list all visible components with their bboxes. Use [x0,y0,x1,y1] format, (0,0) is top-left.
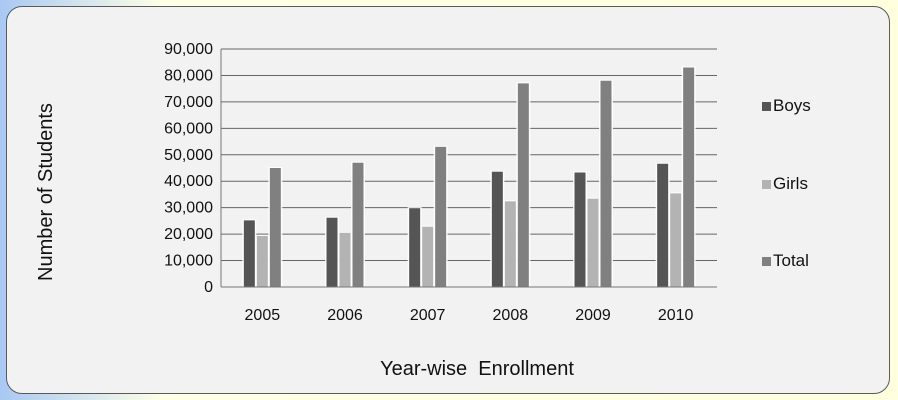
legend-label-total: Total [773,251,809,270]
y-tick-label: 80,000 [164,67,213,84]
bars [242,66,696,287]
y-tick-label: 40,000 [164,173,213,190]
x-tick-label: 2007 [410,307,446,324]
bar-total-2007 [435,146,447,287]
bar-total-2009 [600,80,612,287]
y-tick-label: 20,000 [164,226,213,243]
x-tick-label: 2005 [245,307,281,324]
chart-frame [6,6,890,394]
y-tick-label: 90,000 [164,41,213,58]
legend-swatch-boys [762,102,771,111]
bar-boys-2006 [326,217,338,287]
bar-total-2005 [269,168,281,287]
legend-label-boys: Boys [773,96,811,115]
bar-boys-2005 [243,220,255,287]
y-tick-label: 0 [204,279,213,296]
x-tick-label: 2008 [493,307,529,324]
y-tick-label: 60,000 [164,120,213,137]
bar-total-2010 [683,67,695,287]
bar-girls-2007 [422,226,434,287]
bar-girls-2008 [504,201,516,287]
bar-total-2008 [517,83,529,287]
x-tick-label: 2009 [575,307,611,324]
bar-total-2006 [352,162,364,287]
legend-swatch-girls [762,180,771,189]
bar-boys-2008 [491,171,503,287]
bar-boys-2010 [657,163,669,287]
y-tick-label: 50,000 [164,147,213,164]
x-tick-label: 2006 [327,307,363,324]
bar-girls-2010 [670,193,682,287]
y-axis-tick-labels: 0 10,000 20,000 30,000 40,000 50,000 60,000 70,… [164,41,213,296]
gridlines [221,48,717,262]
x-axis-title: Year-wise Enrollment [380,358,574,380]
y-tick-label: 70,000 [164,94,213,111]
y-axis-title: Number of Students [35,103,57,281]
x-tick-label: 2010 [658,307,694,324]
bar-boys-2009 [574,172,586,287]
bar-girls-2006 [339,232,351,287]
legend-label-girls: Girls [773,174,808,193]
legend-swatch-total [762,257,771,266]
bar-girls-2009 [587,198,599,287]
bar-boys-2007 [409,208,421,287]
bar-girls-2005 [256,235,268,287]
x-axis-tick-labels: 2005 2006 2007 2008 2009 2010 [245,307,694,324]
y-tick-label: 30,000 [164,200,213,217]
y-tick-label: 10,000 [164,253,213,270]
legend: Boys Girls Total [762,96,811,270]
